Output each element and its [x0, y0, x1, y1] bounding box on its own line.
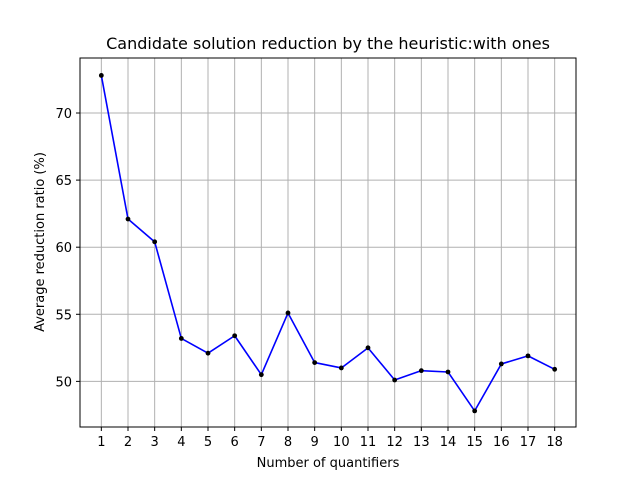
y-axis: 50 55 60 65 70 — [55, 107, 80, 390]
series-line — [100, 75, 556, 412]
data-point — [525, 353, 531, 359]
x-tick-label: 14 — [440, 435, 457, 450]
x-tick-label: 3 — [151, 435, 159, 450]
data-point — [98, 73, 104, 78]
data-point — [392, 377, 398, 383]
data-point — [418, 368, 424, 374]
data-point — [178, 336, 184, 341]
x-axis: 1 2 3 4 5 6 7 8 9 10 11 12 13 14 15 16 17 18 — [97, 427, 563, 450]
data-point — [312, 360, 318, 365]
x-tick-label: 12 — [386, 435, 403, 450]
chart-title: Candidate solution reduction by the heur… — [106, 34, 550, 53]
data-point — [285, 310, 291, 316]
data-point — [205, 350, 211, 356]
y-tick-label: 70 — [55, 107, 72, 122]
x-tick-label: 13 — [413, 435, 430, 450]
plot-frame — [79, 57, 577, 428]
x-tick-label: 6 — [231, 435, 239, 450]
x-axis-label: Number of quantifiers — [257, 456, 400, 471]
series-layer — [98, 73, 558, 414]
data-point — [365, 345, 371, 351]
x-tick-label: 7 — [257, 435, 265, 450]
x-tick-label: 8 — [284, 435, 292, 450]
data-point — [445, 369, 451, 375]
data-point — [232, 333, 238, 339]
x-tick-label: 15 — [466, 435, 483, 450]
x-tick-label: 11 — [360, 435, 377, 450]
x-tick-label: 4 — [177, 435, 185, 450]
data-point — [152, 239, 158, 245]
x-tick-label: 18 — [546, 435, 563, 450]
data-point — [258, 372, 264, 378]
y-tick-label: 50 — [55, 375, 72, 390]
data-point — [125, 216, 131, 222]
data-point — [472, 408, 478, 414]
y-tick-label: 60 — [55, 241, 72, 256]
y-axis-label: Average reduction ratio (%) — [33, 152, 48, 332]
x-tick-label: 10 — [333, 435, 350, 450]
grid — [80, 58, 576, 427]
data-point — [338, 365, 344, 371]
y-tick-label: 65 — [55, 174, 72, 189]
x-tick-label: 5 — [204, 435, 212, 450]
x-tick-label: 17 — [520, 435, 537, 450]
x-tick-label: 2 — [124, 435, 132, 450]
data-point — [552, 366, 558, 372]
x-tick-label: 16 — [493, 435, 510, 450]
data-point — [498, 361, 504, 367]
y-tick-label: 55 — [55, 308, 72, 323]
x-tick-label: 9 — [311, 435, 319, 450]
x-tick-label: 1 — [97, 435, 105, 450]
